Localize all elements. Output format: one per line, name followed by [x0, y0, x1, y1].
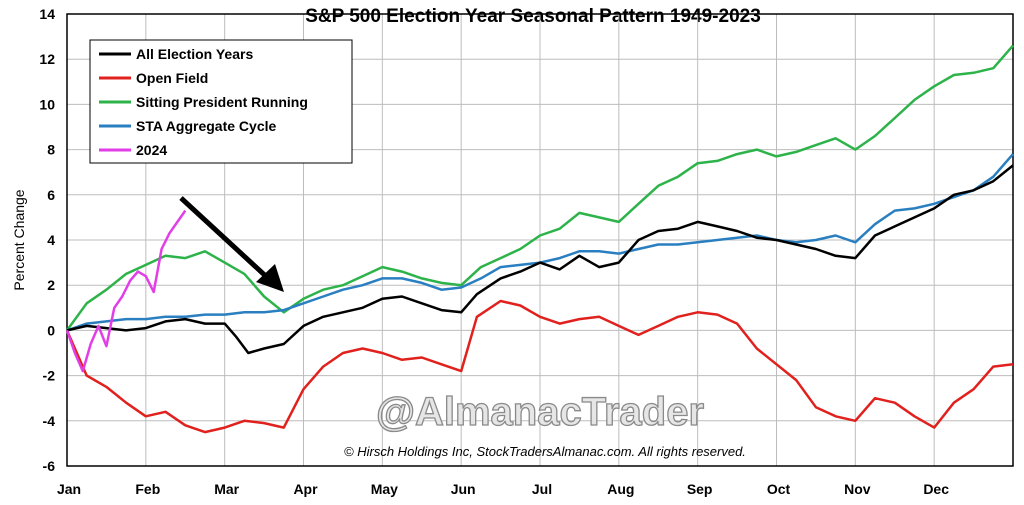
x-tick-label: Sep [687, 481, 713, 497]
x-tick-label: Dec [923, 481, 949, 497]
x-tick-label: Oct [767, 481, 791, 497]
x-tick-label: Nov [844, 481, 871, 497]
legend: All Election Years Open Field Sitting Pres… [89, 39, 353, 164]
x-tick-label: Jan [57, 481, 81, 497]
y-tick-label: 12 [39, 51, 55, 67]
copyright-note: © Hirsch Holdings Inc, StockTradersAlman… [344, 444, 746, 459]
legend-box [89, 39, 353, 164]
y-tick-label: 14 [39, 6, 55, 22]
y-tick-label: -2 [43, 368, 56, 384]
x-axis-ticks: Jan Feb Mar Apr May Jun Jul Aug Sep Oct Nov Dec [57, 481, 949, 497]
y-tick-label: -4 [43, 413, 56, 429]
x-tick-label: May [371, 481, 398, 497]
x-tick-label: Jul [532, 481, 552, 497]
x-tick-label: Aug [607, 481, 634, 497]
series-line-2024 [65, 209, 187, 373]
y-tick-label: 2 [47, 277, 55, 293]
x-tick-label: Feb [135, 481, 160, 497]
legend-label: All Election Years [136, 46, 253, 62]
arrow-annotation [179, 196, 284, 292]
x-tick-label: Mar [214, 481, 239, 497]
y-tick-label: 10 [39, 96, 55, 112]
y-tick-label: 8 [47, 142, 55, 158]
plot-frame [66, 13, 1014, 467]
series-line-open-field [65, 299, 1014, 434]
y-tick-label: -6 [43, 458, 56, 474]
arrow-head [256, 264, 284, 292]
y-axis-ticks: -6 -4 -2 0 2 4 6 8 10 12 14 [39, 6, 55, 474]
legend-label: Open Field [136, 70, 208, 86]
series-line-sitting-president-running [65, 44, 1014, 332]
legend-label: STA Aggregate Cycle [136, 118, 277, 134]
series-line-all-election-years [66, 164, 1014, 355]
arrow-shaft [179, 196, 272, 282]
legend-label: Sitting President Running [136, 94, 308, 110]
legend-label: 2024 [136, 142, 167, 158]
y-axis-label: Percent Change [11, 189, 27, 290]
y-tick-label: 0 [47, 322, 55, 338]
x-tick-label: Apr [293, 481, 318, 497]
chart-title: S&P 500 Election Year Seasonal Pattern 1… [305, 6, 761, 27]
y-tick-label: 4 [47, 232, 55, 248]
watermark: @AlmanacTrader [376, 390, 704, 434]
x-tick-label: Jun [451, 481, 476, 497]
y-tick-label: 6 [47, 187, 55, 203]
series-lines [65, 44, 1014, 434]
